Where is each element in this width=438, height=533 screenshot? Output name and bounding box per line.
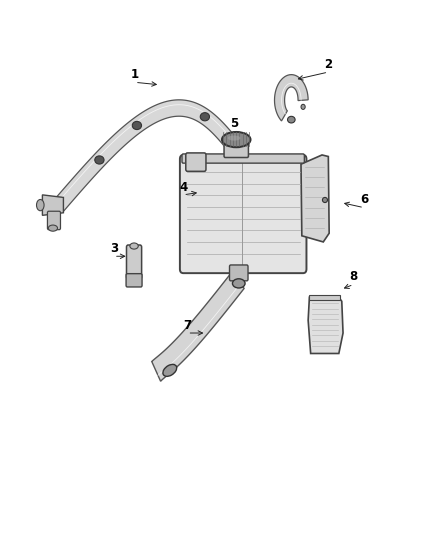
Text: 3: 3 [110, 242, 118, 255]
Ellipse shape [287, 116, 295, 123]
Ellipse shape [48, 225, 57, 231]
Ellipse shape [95, 156, 104, 164]
Text: 5: 5 [230, 117, 238, 130]
Polygon shape [56, 100, 240, 212]
Ellipse shape [36, 199, 44, 211]
FancyBboxPatch shape [182, 154, 304, 163]
Text: 4: 4 [179, 181, 187, 193]
Text: 7: 7 [184, 319, 191, 332]
Text: 1: 1 [131, 68, 139, 81]
Ellipse shape [222, 132, 251, 147]
FancyBboxPatch shape [126, 273, 142, 287]
FancyBboxPatch shape [230, 265, 248, 281]
Polygon shape [42, 195, 64, 215]
Ellipse shape [132, 122, 141, 130]
Ellipse shape [163, 365, 177, 376]
Ellipse shape [301, 104, 305, 109]
Ellipse shape [231, 142, 240, 150]
Ellipse shape [228, 135, 240, 141]
Text: 8: 8 [350, 270, 358, 283]
FancyBboxPatch shape [224, 143, 248, 158]
Polygon shape [308, 297, 343, 353]
Ellipse shape [130, 243, 138, 249]
Ellipse shape [322, 197, 328, 203]
FancyBboxPatch shape [180, 155, 307, 273]
Polygon shape [275, 75, 308, 121]
Polygon shape [301, 155, 329, 242]
Polygon shape [152, 270, 244, 381]
Text: 2: 2 [324, 58, 332, 71]
FancyBboxPatch shape [127, 245, 141, 279]
Text: 6: 6 [360, 193, 368, 206]
Ellipse shape [200, 112, 209, 121]
FancyBboxPatch shape [309, 295, 340, 300]
FancyBboxPatch shape [47, 211, 60, 230]
Ellipse shape [233, 279, 245, 288]
FancyBboxPatch shape [186, 153, 206, 171]
